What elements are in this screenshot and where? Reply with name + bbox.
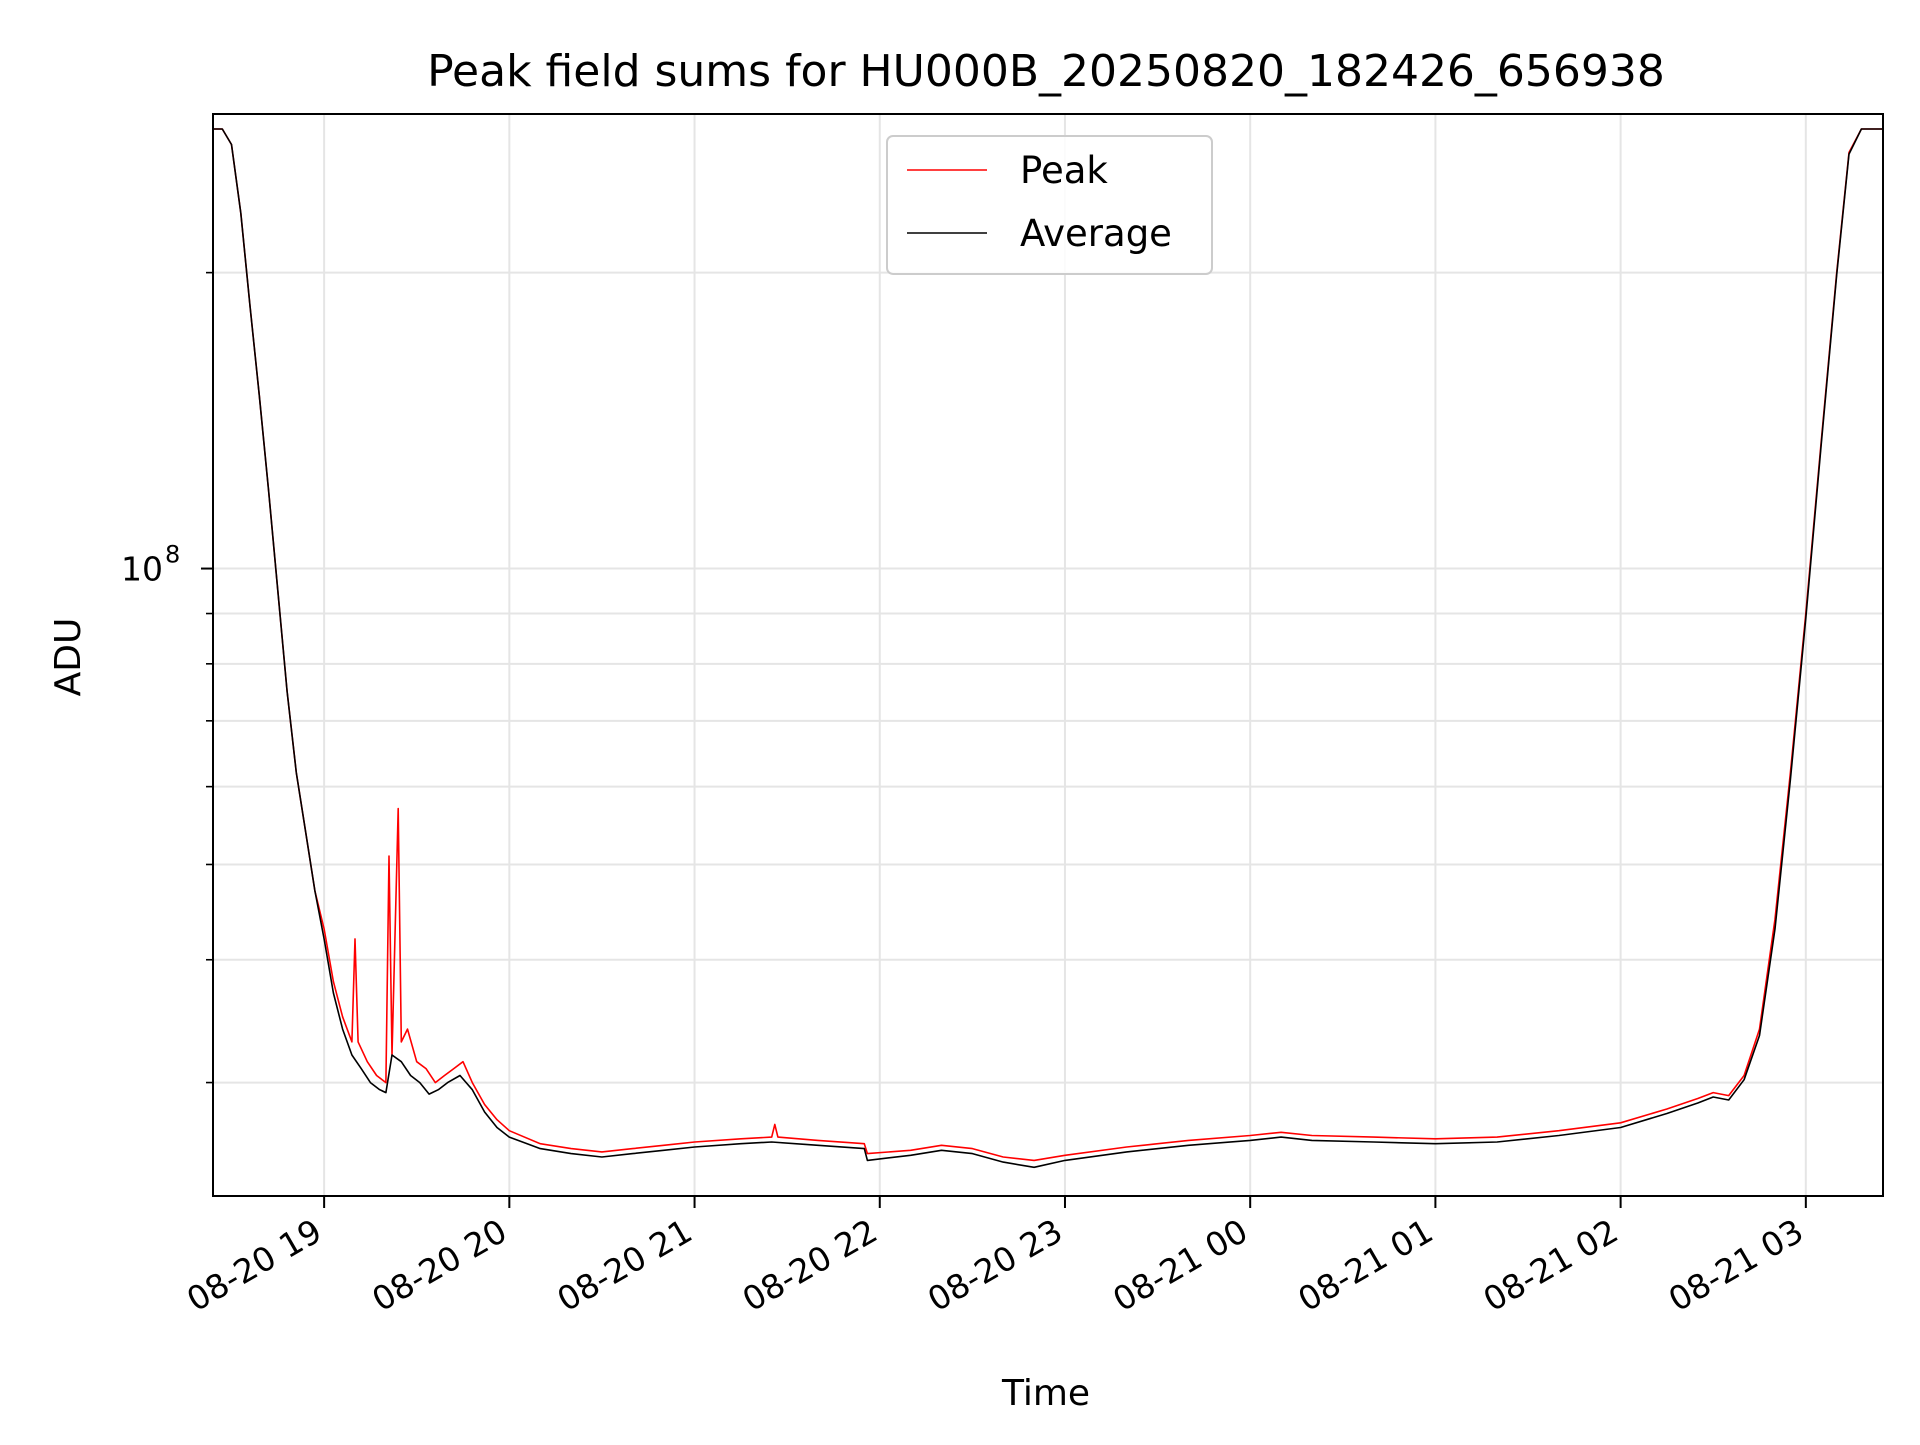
plot-frame (212, 113, 1884, 1197)
legend: Peak Average (886, 135, 1213, 275)
legend-label-peak: Peak (1020, 149, 1108, 192)
y-axis-label: ADU (48, 618, 89, 697)
x-axis-label: Time (1001, 1373, 1090, 1414)
y-tick-label-exponent: 8 (165, 541, 180, 569)
chart-title: Peak field sums for HU000B_20250820_1824… (427, 46, 1665, 97)
series-line-peak (213, 128, 1883, 1162)
y-tick-label: 10 (121, 550, 163, 589)
legend-label-average: Average (1020, 212, 1172, 255)
grid-layer (213, 114, 1883, 1196)
series-line-average (213, 128, 1883, 1169)
series-layer (213, 128, 1883, 1169)
